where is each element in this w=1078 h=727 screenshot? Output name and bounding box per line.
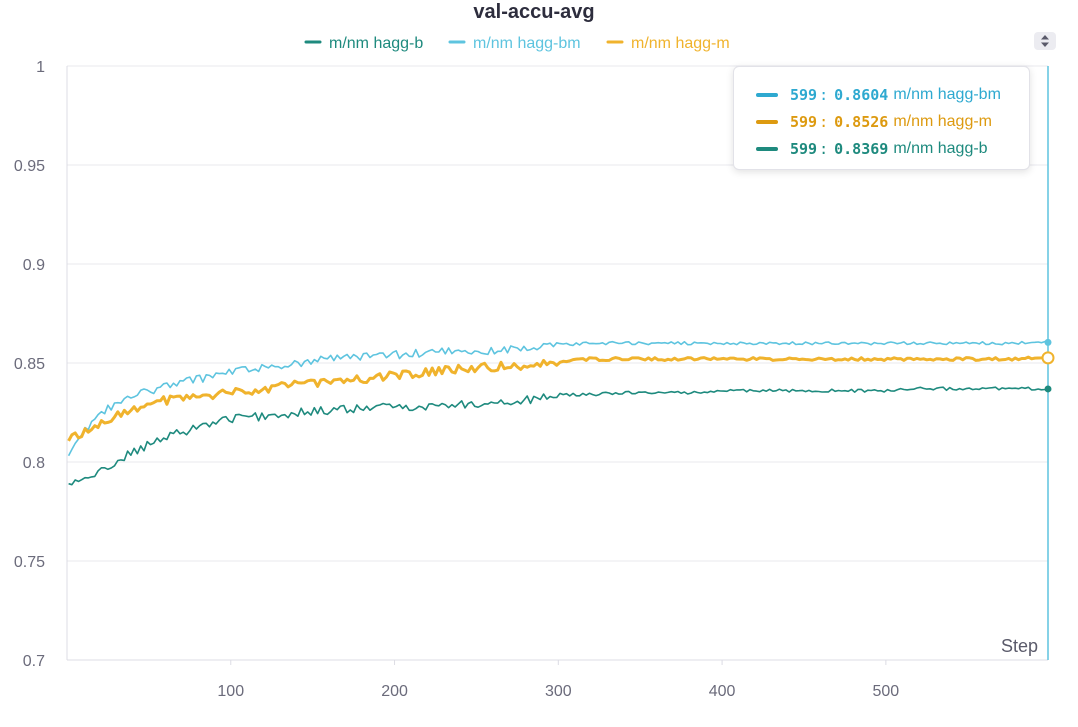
series-line-m-nm-hagg-bm (67, 340, 1049, 457)
x-axis-label: Step (1001, 636, 1038, 656)
chart-title: val-accu-avg (473, 1, 594, 23)
tooltip-step: 599 (790, 85, 818, 104)
tooltip-value: 0.8526 (834, 112, 889, 131)
tooltip-swatch (756, 119, 778, 124)
x-tick-label: 100 (217, 683, 244, 700)
series-lines (67, 340, 1049, 486)
series-line-m-nm-hagg-m (67, 355, 1049, 442)
x-tick-label: 500 (873, 683, 900, 700)
series-end-marker (1044, 385, 1052, 393)
legend-label: m/nm hagg-bm (473, 35, 581, 52)
x-axis: 100 200 300 400 500 (217, 660, 899, 700)
x-tick-label: 300 (545, 683, 572, 700)
y-axis: 0.7 0.75 0.8 0.85 0.9 0.95 1 (14, 59, 45, 670)
tooltip-value: 0.8369 (834, 139, 889, 158)
tooltip-separator: : (819, 85, 829, 104)
y-tick-label: 0.7 (23, 653, 45, 670)
sort-legend-button[interactable] (1034, 32, 1056, 50)
x-tick-label: 400 (709, 683, 736, 700)
tooltip-swatch (756, 92, 778, 97)
legend-label: m/nm hagg-b (329, 35, 423, 52)
tooltip-separator: : (819, 139, 829, 158)
y-tick-label: 0.8 (23, 455, 45, 472)
legend-label: m/nm hagg-m (631, 35, 730, 52)
y-tick-label: 0.9 (23, 257, 45, 274)
tooltip-row: 599:0.8604 m/nm hagg-bm (734, 81, 1029, 108)
tooltip-separator: : (819, 112, 829, 131)
tooltip-step: 599 (790, 112, 818, 131)
tooltip-series-name: m/nm hagg-bm (893, 85, 1001, 103)
y-tick-label: 1 (36, 59, 45, 76)
tooltip-row: 599:0.8369 m/nm hagg-b (734, 135, 1029, 162)
series-line-m-nm-hagg-b (68, 386, 1049, 486)
tooltip-swatch (756, 146, 778, 151)
x-tick-label: 200 (381, 683, 408, 700)
y-tick-label: 0.85 (14, 356, 45, 373)
tooltip-step: 599 (790, 139, 818, 158)
hover-tooltip: 599:0.8604 m/nm hagg-bm 599:0.8526 m/nm ha… (733, 66, 1030, 170)
tooltip-series-name: m/nm hagg-m (893, 112, 993, 130)
series-end-marker (1041, 351, 1055, 365)
tooltip-series-name: m/nm hagg-b (893, 139, 988, 157)
tooltip-row: 599:0.8526 m/nm hagg-m (734, 108, 1029, 135)
y-tick-label: 0.75 (14, 554, 45, 571)
cursor-markers (1041, 338, 1055, 393)
series-end-marker (1044, 338, 1052, 346)
sort-arrows-icon (1041, 35, 1049, 47)
y-tick-label: 0.95 (14, 158, 45, 175)
legend: m/nm hagg-b m/nm hagg-bm m/nm hagg-m (304, 35, 730, 52)
tooltip-value: 0.8604 (834, 85, 889, 104)
